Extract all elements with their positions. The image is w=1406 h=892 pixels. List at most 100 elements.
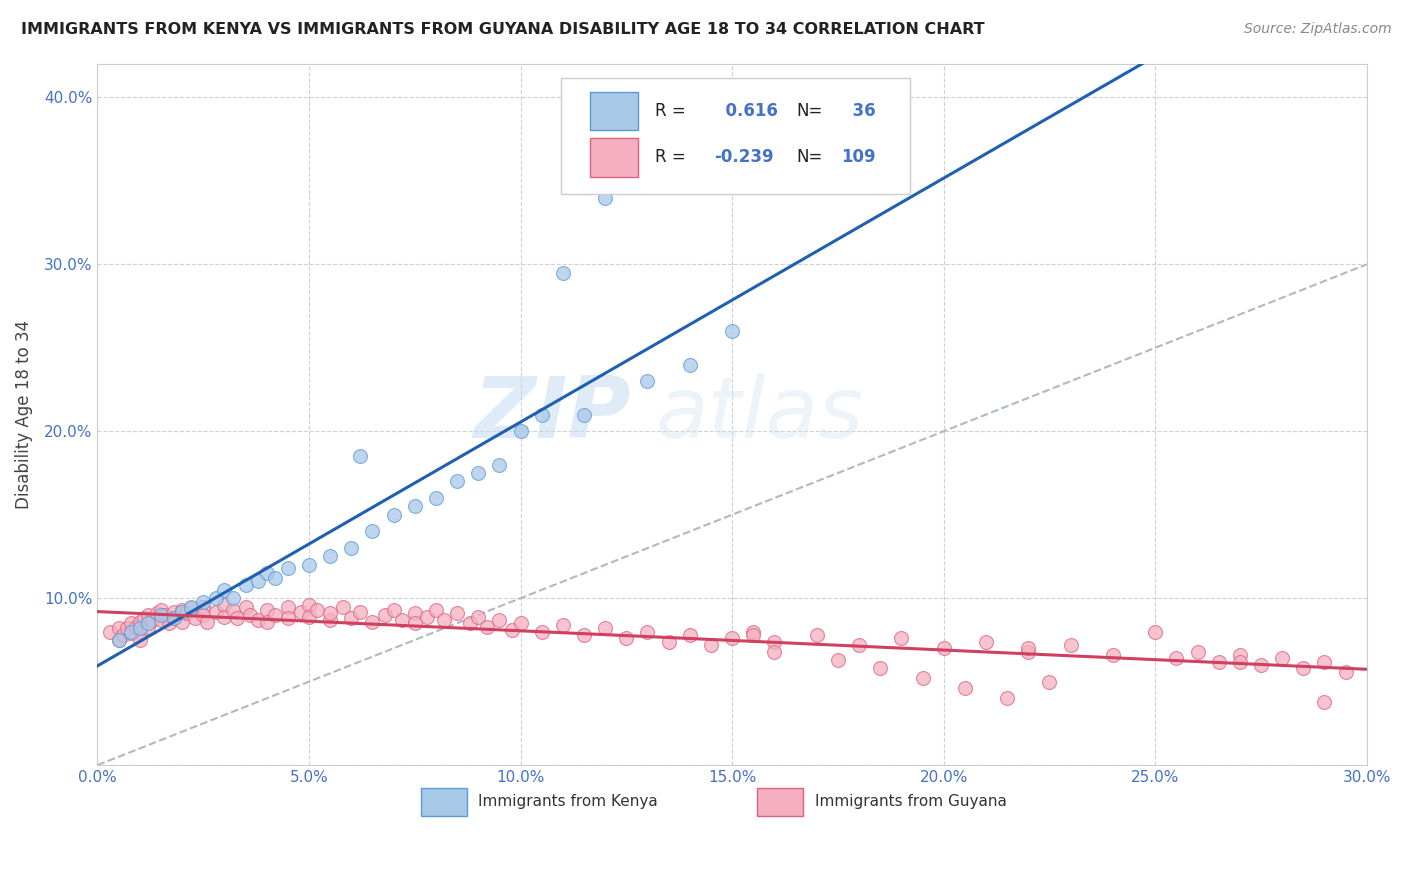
Point <box>1250 657 1272 672</box>
Point <box>197 615 219 629</box>
Point <box>425 603 447 617</box>
Point <box>157 616 180 631</box>
Point <box>277 561 299 575</box>
Point <box>404 616 426 631</box>
Point <box>132 611 155 625</box>
Point <box>509 616 531 631</box>
Point <box>214 598 236 612</box>
Bar <box>591 138 638 177</box>
Point <box>107 632 129 647</box>
Point <box>1334 665 1357 679</box>
Point <box>162 611 184 625</box>
Text: 36: 36 <box>841 102 876 120</box>
Point <box>953 681 976 696</box>
Point <box>763 634 786 648</box>
Point <box>593 621 616 635</box>
Point <box>763 644 786 658</box>
Point <box>509 424 531 438</box>
Point <box>193 599 215 614</box>
Text: Immigrants from Kenya: Immigrants from Kenya <box>478 794 658 809</box>
Point <box>264 571 287 585</box>
Point <box>679 628 702 642</box>
Point <box>382 508 405 522</box>
Point <box>551 618 574 632</box>
Point <box>742 628 765 642</box>
Point <box>111 628 134 642</box>
Point <box>1271 651 1294 665</box>
Text: ZIP: ZIP <box>472 373 630 456</box>
Point <box>172 603 194 617</box>
Point <box>1313 655 1336 669</box>
Point <box>247 613 270 627</box>
Point <box>742 624 765 639</box>
Point <box>319 613 342 627</box>
Point <box>128 624 150 639</box>
Point <box>827 653 849 667</box>
Point <box>551 266 574 280</box>
Point <box>1208 655 1230 669</box>
Point <box>107 632 129 647</box>
Point <box>193 594 215 608</box>
Point <box>806 628 828 642</box>
Bar <box>591 92 638 130</box>
Point <box>467 466 489 480</box>
Point <box>446 475 468 489</box>
Point <box>290 605 312 619</box>
Text: N=: N= <box>797 102 824 120</box>
Point <box>1187 644 1209 658</box>
Bar <box>422 788 467 815</box>
Point <box>501 623 523 637</box>
Point <box>848 638 870 652</box>
Point <box>298 609 321 624</box>
Text: R =: R = <box>655 148 686 166</box>
Point <box>593 191 616 205</box>
Point <box>180 601 202 615</box>
Point <box>530 408 553 422</box>
Point <box>1292 661 1315 675</box>
Point <box>404 500 426 514</box>
Point <box>679 358 702 372</box>
Point <box>128 615 150 629</box>
Point <box>488 613 510 627</box>
Point <box>120 626 142 640</box>
Point <box>264 607 287 622</box>
Point <box>226 611 249 625</box>
Point <box>149 603 172 617</box>
Text: IMMIGRANTS FROM KENYA VS IMMIGRANTS FROM GUYANA DISABILITY AGE 18 TO 34 CORRELAT: IMMIGRANTS FROM KENYA VS IMMIGRANTS FROM… <box>21 22 984 37</box>
Point <box>361 615 384 629</box>
FancyBboxPatch shape <box>561 78 910 194</box>
Point <box>98 624 121 639</box>
Point <box>416 609 439 624</box>
Point <box>614 632 637 646</box>
Point <box>153 607 176 622</box>
Point <box>1229 648 1251 662</box>
Point <box>374 607 396 622</box>
Point <box>1059 638 1081 652</box>
Point <box>205 591 228 606</box>
Point <box>974 634 997 648</box>
Text: -0.239: -0.239 <box>714 148 773 166</box>
Point <box>890 632 912 646</box>
Point <box>488 458 510 472</box>
Point <box>145 606 167 620</box>
Point <box>404 606 426 620</box>
Point <box>115 621 138 635</box>
Point <box>162 611 184 625</box>
Point <box>700 638 723 652</box>
Point <box>1038 674 1060 689</box>
Point <box>307 603 329 617</box>
Point <box>319 606 342 620</box>
Text: atlas: atlas <box>657 373 863 456</box>
Text: Source: ZipAtlas.com: Source: ZipAtlas.com <box>1244 22 1392 37</box>
Point <box>637 374 659 388</box>
Point <box>658 634 681 648</box>
Point <box>911 671 934 685</box>
Point <box>149 613 172 627</box>
Text: N=: N= <box>797 148 824 166</box>
Point <box>572 628 595 642</box>
Point <box>340 611 363 625</box>
Point <box>1229 655 1251 669</box>
Point <box>932 641 955 656</box>
Point <box>235 578 257 592</box>
Point <box>128 621 150 635</box>
